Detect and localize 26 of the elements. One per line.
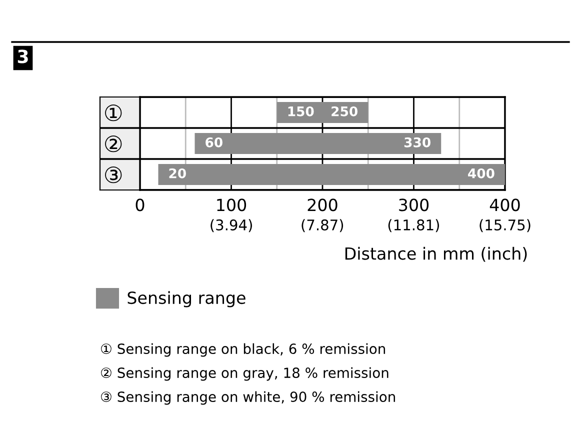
annotation: 60: [206, 137, 222, 148]
x2-tick-label: (15.75): [480, 219, 530, 232]
annotation: 330: [404, 137, 430, 148]
x-tick-label: 300: [399, 198, 429, 212]
y-tick-label: ①: [105, 104, 122, 122]
y-tick-label: ③: [105, 166, 122, 184]
chart-title: 3: [18, 50, 28, 64]
x2-tick-label: (11.81): [388, 219, 440, 232]
bar: [158, 164, 505, 186]
x-tick-label: 0: [136, 198, 144, 212]
text: ② Sensing range on gray, 18 % remission: [101, 367, 388, 381]
x-tick-label: 400: [490, 198, 520, 212]
x2-tick-label: (7.87): [302, 219, 344, 232]
annotation: 250: [332, 106, 358, 116]
x2-tick-label: (3.94): [210, 219, 252, 232]
annotation: 150: [288, 106, 314, 116]
x-tick-label: 100: [217, 198, 246, 212]
text: ① Sensing range on black, 6 % remission: [101, 343, 386, 357]
bar: [194, 132, 442, 154]
annotation: 20: [169, 168, 186, 178]
annotation: 400: [468, 168, 494, 178]
x-tick-label: 200: [308, 198, 338, 212]
x-axis-title: Distance in mm (inch): [345, 246, 527, 262]
y-tick-label: ②: [105, 136, 122, 152]
text: ③ Sensing range on white, 90 % remission: [101, 391, 395, 405]
legend-label: Sensing range: [128, 291, 246, 308]
